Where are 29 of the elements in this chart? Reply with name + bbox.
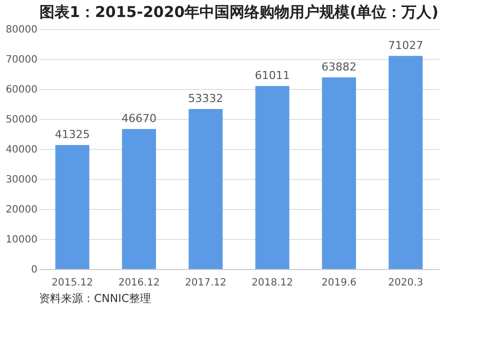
x-tick-label: 2020.3	[388, 278, 424, 288]
bar	[322, 77, 356, 269]
x-tick-label: 2018.12	[252, 278, 294, 288]
bar	[55, 145, 90, 269]
data-label: 71027	[388, 38, 424, 52]
y-tick-label: 50000	[6, 114, 38, 126]
text: 资料来源：CNNIC整理	[39, 292, 152, 305]
y-tick-label: 0	[31, 264, 38, 276]
x-tick-label: 2019.6	[322, 278, 356, 288]
y-tick-label: 20000	[6, 204, 38, 216]
y-tick-label: 80000	[6, 24, 38, 36]
bar	[255, 86, 290, 269]
chart-title: 图表1：2015-2020年中国网络购物用户规模(单位：万人)	[40, 3, 438, 21]
data-label: 61011	[254, 68, 290, 82]
x-tick-label: 2017.12	[184, 278, 226, 288]
x-tick-label: 2016.12	[118, 278, 160, 288]
y-tick-label: 30000	[6, 174, 38, 186]
data-label: 41325	[54, 128, 90, 142]
bar	[188, 109, 223, 269]
y-tick-label: 70000	[6, 54, 38, 66]
bar	[122, 128, 156, 269]
y-tick-label: 10000	[6, 234, 38, 246]
data-label: 63882	[322, 60, 356, 74]
y-tick-label: 40000	[6, 144, 38, 156]
x-tick-label: 2015.12	[52, 278, 94, 288]
data-label: 53332	[188, 92, 224, 106]
y-tick-label: 60000	[6, 84, 38, 96]
bar	[388, 56, 423, 269]
data-label: 46670	[122, 112, 156, 125]
